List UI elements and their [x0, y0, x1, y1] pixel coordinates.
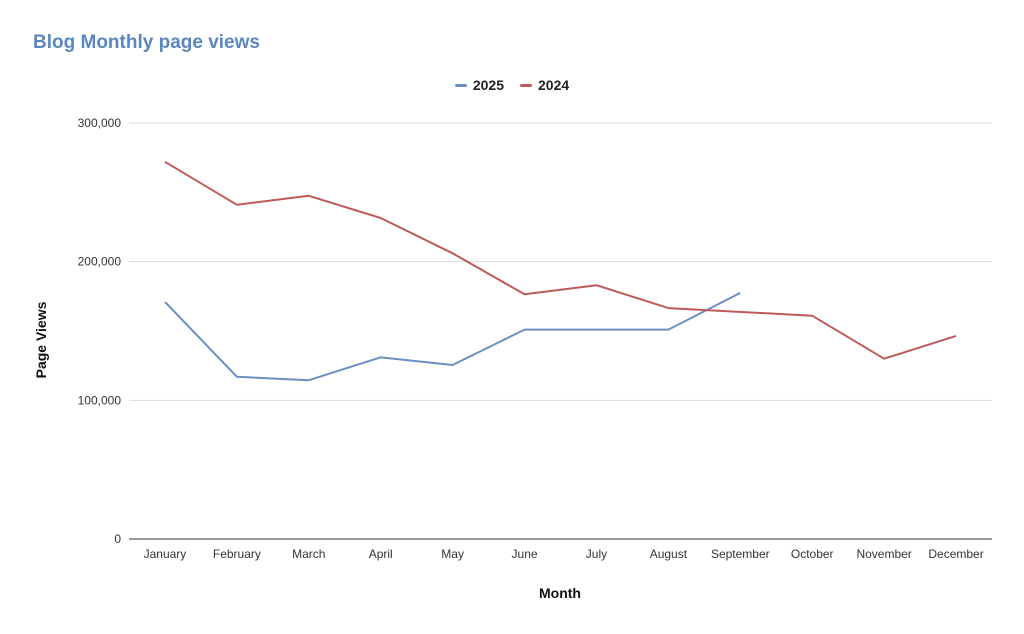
data-point-2024[interactable]: [306, 193, 312, 199]
data-point-2024[interactable]: [522, 291, 528, 297]
x-tick-label: March: [292, 547, 325, 561]
data-point-2025[interactable]: [737, 290, 743, 296]
y-tick-label: 0: [114, 532, 121, 546]
data-point-2025[interactable]: [306, 377, 312, 383]
series-line-2025: [164, 292, 741, 382]
x-axis-ticks: January February March April May June July Augu…: [144, 547, 984, 561]
series-line-2024: [164, 160, 957, 360]
series-lines: [162, 159, 959, 383]
legend-item-2024[interactable]: 2024: [520, 77, 569, 93]
legend-swatch-2025: [454, 83, 467, 87]
legend-item-2025[interactable]: 2025: [454, 77, 504, 93]
x-tick-label: December: [928, 547, 983, 561]
legend-label-2025: 2025: [472, 77, 504, 93]
data-point-2024[interactable]: [162, 159, 168, 165]
legend-label-2024: 2024: [538, 77, 570, 93]
x-tick-label: September: [711, 547, 770, 561]
data-point-2024[interactable]: [234, 202, 240, 208]
x-tick-label: November: [856, 547, 911, 561]
data-point-2024[interactable]: [378, 215, 384, 221]
chart-title: Blog Monthly page views: [33, 32, 260, 53]
y-tick-label: 200,000: [78, 255, 122, 269]
y-tick-label: 300,000: [78, 116, 122, 130]
legend-swatch-2024: [520, 83, 532, 87]
x-tick-label: August: [650, 547, 688, 561]
x-tick-label: May: [441, 547, 464, 561]
legend: 2025 2024: [0, 77, 1024, 93]
data-point-2024[interactable]: [450, 250, 456, 256]
gridlines: [129, 122, 992, 540]
y-axis-ticks: 0 100,000 200,000 300,000: [78, 116, 122, 546]
data-point-2024[interactable]: [809, 313, 815, 319]
data-point-2025[interactable]: [593, 327, 599, 333]
data-point-2025[interactable]: [450, 362, 456, 368]
data-point-2024[interactable]: [665, 305, 671, 311]
y-axis-title: Page Views: [33, 301, 49, 378]
y-tick-label: 100,000: [78, 393, 122, 407]
data-point-2025[interactable]: [162, 299, 168, 305]
x-axis-title: Month: [539, 585, 581, 601]
x-tick-label: October: [791, 547, 834, 561]
x-tick-label: July: [586, 547, 607, 561]
x-tick-label: April: [369, 547, 393, 561]
x-tick-label: January: [144, 547, 187, 561]
data-point-2024[interactable]: [881, 356, 887, 362]
data-point-2024[interactable]: [953, 333, 959, 339]
data-point-2024[interactable]: [593, 282, 599, 288]
data-point-2025[interactable]: [665, 327, 671, 333]
x-tick-label: February: [213, 547, 261, 561]
data-point-2025[interactable]: [234, 374, 240, 380]
data-point-2025[interactable]: [522, 327, 528, 333]
x-tick-label: June: [512, 547, 538, 561]
data-point-2025[interactable]: [378, 354, 384, 360]
